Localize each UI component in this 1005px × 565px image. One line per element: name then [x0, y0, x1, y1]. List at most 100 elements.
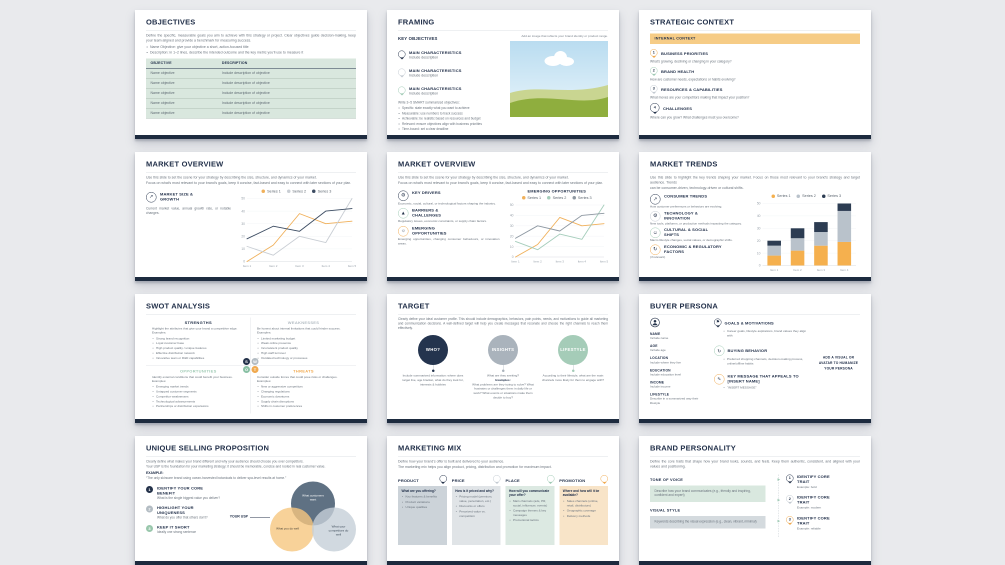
- numbered-pin-icon: 2: [786, 495, 794, 503]
- quadrant-bullets: Emerging market trendsUntapped customer …: [152, 385, 245, 409]
- connector-dot: [571, 369, 575, 372]
- svg-text:Item 5: Item 5: [348, 264, 356, 268]
- step-desc: What do you offer that others don't?: [157, 516, 208, 520]
- item-desc: Emerging opportunities, changing consume…: [398, 237, 500, 246]
- slide-market-overview-2[interactable]: MARKET OVERVIEW Use this slide to set th…: [387, 152, 619, 281]
- page-title: MARKETING MIX: [398, 443, 608, 457]
- context-item: 4 CHALLENGES Where can you grow? What ch…: [650, 103, 860, 120]
- item-label: CONSUMER TRENDS: [664, 194, 708, 199]
- swot-badge-o: O: [243, 366, 250, 374]
- visual-style-heading: VISUAL STYLE: [650, 508, 681, 513]
- gear-icon: ⚙: [398, 190, 409, 201]
- bullet-item: Weak online presence: [257, 342, 350, 346]
- section-label: GOALS & MOTIVATIONS: [724, 320, 774, 326]
- people-icon: ☺: [650, 227, 661, 239]
- svg-text:30: 30: [510, 224, 514, 228]
- bullet-item: Innovative team or R&D capabilities: [152, 356, 245, 360]
- legend-label: Series 2: [552, 195, 567, 200]
- slide-buyer-persona[interactable]: BUYER PERSONA NAME Include name AGE Includ…: [639, 294, 871, 423]
- slide-framing[interactable]: FRAMING KEY OBJECTIVES MAIN CHARACTERIST…: [387, 10, 619, 139]
- intro-text: The marketing mix helps you align produc…: [398, 465, 552, 469]
- trait-example: Example: bold: [797, 485, 817, 489]
- trait-item: ▶ 3 IDENTIFY CORE TRAIT Example: reliabl…: [778, 515, 860, 531]
- bullet-item: High product quality / unique features: [152, 347, 245, 351]
- chart-legend: Series 1 Series 2 Series 3: [753, 194, 861, 199]
- legend-swatch: [547, 196, 551, 200]
- example-label: EXAMPLE:: [146, 471, 164, 476]
- bullet-item: Geographic coverage: [563, 509, 605, 513]
- bullet-item: Inconsistent product quality: [257, 347, 350, 351]
- legend-label: Series 2: [292, 188, 307, 194]
- section-bullet: Preferred shopping channels, decision-ma…: [724, 358, 812, 367]
- slide-footer-bar: [135, 277, 367, 281]
- trait-example: Example: modern: [797, 506, 822, 510]
- page-title: BUYER PERSONA: [650, 301, 860, 315]
- svg-text:20: 20: [241, 235, 245, 239]
- field-value: Include education level: [650, 372, 681, 377]
- slide-market-trends[interactable]: MARKET TRENDS Use this slide to highligh…: [639, 152, 871, 281]
- bullet-item: Outdated technology or processes: [257, 356, 350, 360]
- svg-text:Item 4: Item 4: [578, 260, 587, 264]
- legend-swatch: [312, 189, 316, 194]
- svg-text:Item 5: Item 5: [600, 260, 608, 264]
- map-pin-icon: [398, 68, 406, 76]
- column-question: How is it priced and why?: [455, 489, 494, 493]
- field-label: LOCATION: [650, 356, 669, 361]
- step-number: 2: [146, 505, 153, 513]
- visual-style-box: Keywords describing the visual expressio…: [650, 516, 766, 529]
- swot-threats-quadrant: THREATS Consider outside forces that cou…: [251, 366, 356, 414]
- persona-profile-column: NAME Include name AGE Include age LOCATION…: [650, 317, 709, 409]
- field-value: Describe in a summarized way their lifes…: [650, 397, 699, 405]
- bullet-item: Competitor weaknesses: [152, 395, 245, 399]
- slide-market-overview-1[interactable]: MARKET OVERVIEW Use this slide to set th…: [135, 152, 367, 281]
- venn-circle-competitors: [312, 507, 356, 552]
- page-title: STRATEGIC CONTEXT: [650, 17, 860, 31]
- quadrant-header: STRENGTHS: [184, 320, 212, 326]
- step-label: HIGHLIGHT YOUR UNIQUENESS: [157, 505, 194, 516]
- slide-target[interactable]: TARGET Clearly define your ideal custome…: [387, 294, 619, 423]
- legend-label: Series 3: [577, 195, 592, 200]
- slides-grid: OBJECTIVES Define the specific, measurab…: [135, 10, 871, 565]
- legend-label: Series 1: [776, 193, 791, 199]
- intro-text: Focus on what's most relevant to your br…: [146, 181, 352, 185]
- venn-circle-you: [270, 507, 314, 552]
- bullet-item: Description: in 1–2 lines, describe the …: [146, 50, 356, 55]
- slide-marketing-mix[interactable]: MARKETING MIX Define how your brand's of…: [387, 436, 619, 565]
- step-desc: What is the single biggest value you del…: [157, 496, 221, 501]
- bullet-item: Achievable: be realistic based on resour…: [398, 117, 503, 121]
- numbered-pin-icon: 2: [650, 66, 658, 75]
- quadrant-intro: Highlight the attributes that give your …: [152, 327, 238, 335]
- numbered-pin-icon: 1: [786, 474, 794, 482]
- trait-item: ▶ 2 IDENTIFY CORE TRAIT Example: modern: [778, 495, 860, 510]
- slide-swot-analysis[interactable]: SWOT ANALYSIS STRENGTHS Highlight the at…: [135, 294, 367, 423]
- slide-footer-bar: [639, 561, 871, 565]
- bullet-item: Emerging market trends: [152, 385, 245, 389]
- bullet-item: Delivery methods: [563, 514, 605, 518]
- target-insights-column: INSIGHTS What are they seeking? Examples…: [470, 334, 535, 400]
- slide-unique-selling-proposition[interactable]: UNIQUE SELLING PROPOSITION Clearly defin…: [135, 436, 367, 565]
- legend-swatch: [261, 189, 266, 194]
- numbered-pin-icon: 3: [650, 84, 658, 93]
- table-row: Name objective Include description of obj…: [146, 88, 356, 99]
- intro-text: Define the core traits that shape how yo…: [650, 460, 860, 469]
- mix-column-place: PLACE How will you communicate your offe…: [505, 474, 555, 545]
- slide-objectives[interactable]: OBJECTIVES Define the specific, measurab…: [135, 10, 367, 139]
- bullet-list: Name Objective: give your objective a sh…: [146, 45, 356, 56]
- smart-bullets: Specific: state exactly what you want to…: [398, 107, 503, 132]
- page-title: SWOT ANALYSIS: [146, 301, 356, 315]
- trait-label: IDENTIFY CORE TRAIT: [797, 515, 830, 526]
- slide-footer-bar: [135, 561, 367, 565]
- column-header: OBJECTIVE: [146, 58, 218, 69]
- chart-legend: Series 1 Series 2 Series 3: [506, 195, 609, 200]
- bullet-item: Unique qualities: [402, 506, 444, 510]
- section-heading: KEY OBJECTIVES: [398, 36, 438, 41]
- slide-strategic-context[interactable]: STRATEGIC CONTEXT INTERNAL CONTEXT 1 BUS…: [639, 10, 871, 139]
- slide-brand-personality[interactable]: BRAND PERSONALITY Define the core traits…: [639, 436, 871, 565]
- table-row: Name objective Include description of obj…: [146, 68, 356, 79]
- column-header: DESCRIPTION: [217, 58, 356, 69]
- bullet-item: Limited marketing budget: [257, 337, 350, 341]
- connector-arrow-icon: ▶: [777, 498, 781, 503]
- bullet-item: Technological advancements: [152, 400, 245, 404]
- svg-text:Item 4: Item 4: [840, 268, 849, 272]
